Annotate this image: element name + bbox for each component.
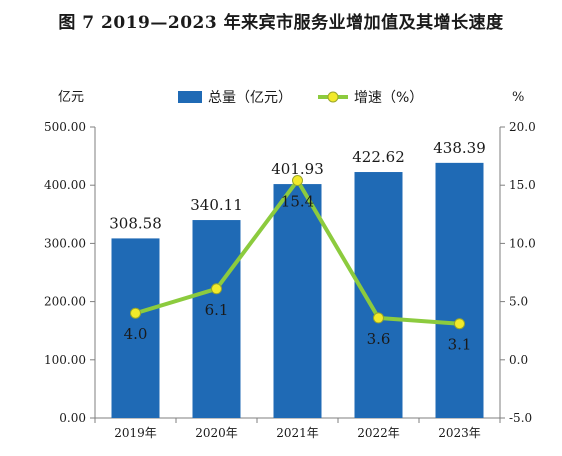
growth-data-label: 6.1 — [205, 301, 229, 319]
legend-label-line: 增速（%） — [354, 90, 423, 106]
growth-point — [130, 307, 141, 319]
legend-label-bar: 总量（亿元） — [208, 90, 292, 106]
growth-data-label: 3.1 — [448, 336, 472, 354]
y-left-tick-label: 0.00 — [59, 411, 86, 425]
y-left-tick-label: 400.00 — [44, 178, 86, 192]
y-right-tick-label: 10.0 — [509, 236, 536, 250]
y-right-unit-label: % — [512, 90, 524, 105]
x-tick-label: 2023年 — [438, 426, 481, 440]
chart-title: 图 7 2019—2023 年来宾市服务业增加值及其增长速度 — [58, 13, 504, 33]
legend-swatch-marker — [327, 91, 339, 103]
y-left-tick-label: 500.00 — [44, 120, 86, 134]
x-tick-label: 2022年 — [357, 426, 400, 440]
y-left-tick-label: 200.00 — [44, 295, 86, 309]
growth-data-label: 3.6 — [367, 330, 391, 348]
growth-point — [292, 175, 303, 187]
growth-point — [454, 318, 465, 330]
legend-swatch-bar — [178, 91, 202, 103]
bar-data-label: 308.58 — [109, 214, 162, 232]
x-tick-label: 2019年 — [114, 426, 157, 440]
x-tick-label: 2021年 — [276, 426, 319, 440]
bar — [273, 184, 322, 418]
growth-data-label: 4.0 — [124, 325, 148, 343]
y-left-tick-label: 100.00 — [44, 353, 86, 367]
y-right-tick-label: -5.0 — [509, 411, 532, 425]
bar — [111, 238, 160, 418]
bar — [435, 162, 484, 418]
y-right-tick-label: 15.0 — [509, 178, 536, 192]
bar — [192, 220, 241, 418]
bar-data-label: 401.93 — [271, 160, 324, 178]
y-left-tick-label: 300.00 — [44, 236, 86, 250]
x-tick-label: 2020年 — [195, 426, 238, 440]
growth-point — [211, 283, 222, 295]
y-right-tick-label: 0.0 — [509, 353, 528, 367]
bar — [354, 172, 403, 418]
growth-point — [373, 312, 384, 324]
bar-data-label: 438.39 — [433, 139, 486, 157]
y-right-tick-label: 5.0 — [509, 295, 528, 309]
y-right-tick-label: 20.0 — [509, 120, 536, 134]
y-left-unit-label: 亿元 — [58, 90, 84, 105]
bar-data-label: 340.11 — [190, 196, 243, 214]
growth-data-label: 15.4 — [281, 193, 314, 211]
bar-data-label: 422.62 — [352, 148, 405, 166]
